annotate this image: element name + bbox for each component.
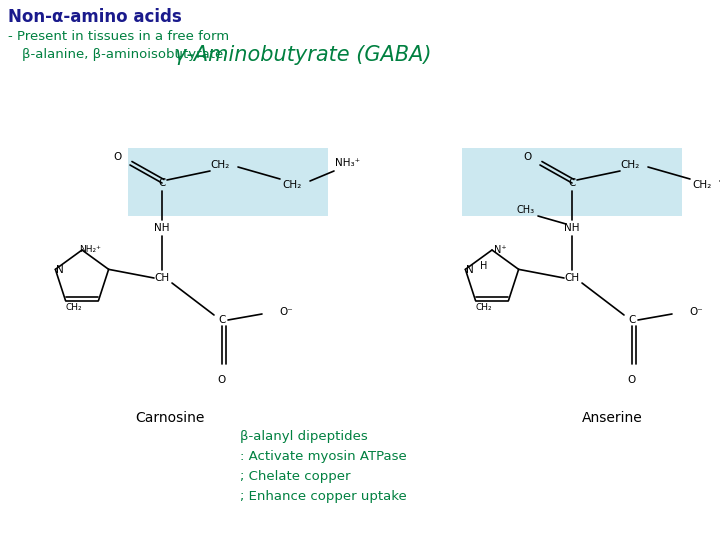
Text: CH₃: CH₃	[517, 205, 535, 215]
Text: C: C	[568, 178, 576, 188]
Text: C: C	[158, 178, 166, 188]
Text: O: O	[628, 375, 636, 385]
Bar	[462, 148, 682, 216]
Text: O: O	[524, 152, 532, 162]
Text: CH₂: CH₂	[210, 160, 230, 170]
Text: CH₂: CH₂	[621, 160, 639, 170]
Text: Carnosine: Carnosine	[135, 411, 204, 425]
Text: : Activate myosin ATPase: : Activate myosin ATPase	[240, 450, 407, 463]
Text: CH₂: CH₂	[66, 303, 82, 313]
Text: N⁺: N⁺	[494, 245, 506, 255]
Text: NH: NH	[154, 223, 170, 233]
Text: O⁻: O⁻	[689, 307, 703, 317]
Text: O: O	[218, 375, 226, 385]
Text: N: N	[56, 265, 64, 275]
Text: NH₃⁺: NH₃⁺	[336, 158, 361, 168]
Text: CH₂: CH₂	[693, 180, 711, 190]
Text: CH: CH	[564, 273, 580, 283]
Text: O: O	[114, 152, 122, 162]
Text: β-alanine, β-aminoisobutyrate,: β-alanine, β-aminoisobutyrate,	[22, 48, 232, 61]
Text: γ-Aminobutyrate (GABA): γ-Aminobutyrate (GABA)	[174, 45, 431, 65]
Text: C: C	[629, 315, 636, 325]
Text: ; Enhance copper uptake: ; Enhance copper uptake	[240, 490, 407, 503]
Text: NH: NH	[564, 223, 580, 233]
Text: H: H	[480, 261, 487, 271]
Text: β-alanyl dipeptides: β-alanyl dipeptides	[240, 430, 368, 443]
Bar	[128, 148, 328, 216]
Text: N: N	[466, 265, 474, 275]
Text: O⁻: O⁻	[279, 307, 293, 317]
Text: - Present in tissues in a free form: - Present in tissues in a free form	[8, 30, 229, 43]
Text: Anserine: Anserine	[582, 411, 642, 425]
Text: NH₂⁺: NH₂⁺	[79, 246, 101, 254]
Text: CH₂: CH₂	[476, 303, 492, 313]
Text: CH₂: CH₂	[282, 180, 302, 190]
Text: C: C	[218, 315, 225, 325]
Text: CH: CH	[154, 273, 170, 283]
Text: ; Chelate copper: ; Chelate copper	[240, 470, 351, 483]
Text: Non-α-amino acids: Non-α-amino acids	[8, 8, 181, 26]
